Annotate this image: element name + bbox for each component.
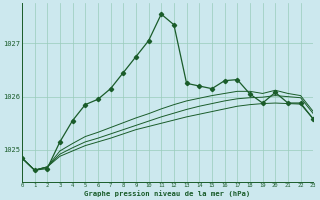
X-axis label: Graphe pression niveau de la mer (hPa): Graphe pression niveau de la mer (hPa): [84, 190, 251, 197]
